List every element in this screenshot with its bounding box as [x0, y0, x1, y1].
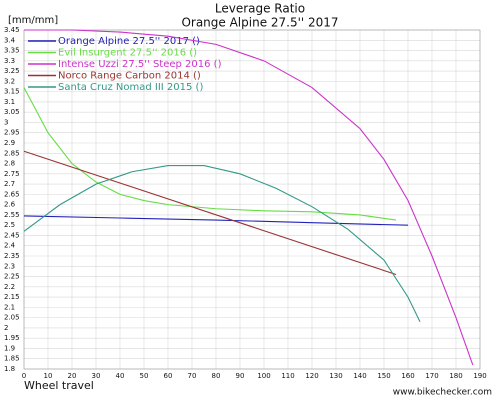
- legend-label: Santa Cruz Nomad III 2015 (): [58, 82, 203, 93]
- legend-label: Orange Alpine 27.5'' 2017 (): [58, 36, 200, 47]
- y-tick-label: 3.1: [4, 98, 15, 106]
- y-tick-label: 3.3: [4, 57, 15, 65]
- y-tick-label: 3.45: [4, 26, 20, 34]
- x-tick-label: 130: [329, 372, 342, 380]
- series-line: [24, 29, 474, 366]
- x-tick-label: 170: [425, 372, 438, 380]
- y-tick-label: 2.1: [4, 303, 15, 311]
- y-tick-label: 2.2: [4, 283, 15, 291]
- x-tick-label: 150: [377, 372, 390, 380]
- y-tick-label: 2.55: [4, 211, 20, 219]
- y-tick-label: 1.85: [4, 355, 20, 363]
- y-tick-label: 1.95: [4, 334, 20, 342]
- series-line: [23, 150, 397, 276]
- series-line: [23, 87, 397, 221]
- y-tick-label: 2.4: [4, 242, 16, 250]
- x-tick-label: 160: [401, 372, 414, 380]
- y-tick-label: 2.65: [4, 190, 20, 198]
- x-tick-label: 190: [473, 372, 486, 380]
- x-tick-label: 80: [212, 372, 221, 380]
- x-tick-label: 0: [22, 372, 26, 380]
- y-tick-label: 2.45: [4, 231, 20, 239]
- x-tick-label: 140: [353, 372, 366, 380]
- x-tick-label: 120: [305, 372, 318, 380]
- y-tick-label: 2.9: [4, 139, 15, 147]
- series-line: [23, 215, 409, 226]
- y-tick-label: 2.15: [4, 293, 20, 301]
- y-tick-label: 3.35: [4, 47, 20, 55]
- y-tick-label: 3.25: [4, 67, 20, 75]
- x-tick-label: 110: [281, 372, 294, 380]
- y-tick-label: 3.4: [4, 36, 16, 44]
- x-tick-label: 70: [188, 372, 197, 380]
- x-axis-label: Wheel travel: [24, 379, 94, 392]
- y-tick-label: 2.35: [4, 252, 20, 260]
- x-tick-label: 50: [140, 372, 149, 380]
- y-tick-label: 2.95: [4, 129, 20, 137]
- y-tick-label: 1.8: [4, 365, 15, 373]
- y-tick-label: 2.75: [4, 170, 20, 178]
- chart-subtitle: Orange Alpine 27.5'' 2017: [181, 16, 338, 30]
- y-tick-label: 3.05: [4, 108, 20, 116]
- y-tick-label: 3.15: [4, 88, 20, 96]
- x-tick-label: 90: [236, 372, 245, 380]
- x-tick-label: 10: [44, 372, 53, 380]
- y-tick-label: 3: [4, 118, 8, 126]
- y-tick-label: 2.8: [4, 160, 15, 168]
- x-tick-label: 40: [116, 372, 125, 380]
- legend-label: Intense Uzzi 27.5'' Steep 2016 (): [58, 59, 222, 70]
- y-tick-label: 3.2: [4, 77, 15, 85]
- y-tick-label: 2.6: [4, 201, 16, 209]
- legend-label: Evil Insurgent 27.5'' 2016 (): [58, 48, 197, 59]
- x-tick-label: 60: [164, 372, 173, 380]
- y-tick-label: 2.85: [4, 149, 20, 157]
- chart-title: Leverage Ratio: [215, 2, 305, 16]
- y-tick-label: 1.9: [4, 344, 15, 352]
- watermark: www.bikechecker.com: [393, 388, 492, 398]
- x-tick-label: 100: [257, 372, 270, 380]
- y-tick-label: 2.5: [4, 221, 15, 229]
- x-tick-label: 20: [68, 372, 77, 380]
- x-tick-label: 30: [92, 372, 101, 380]
- y-tick-label: 2.25: [4, 273, 20, 281]
- y-tick-label: 2.7: [4, 180, 15, 188]
- y-axis-label: [mm/mm]: [8, 15, 58, 26]
- x-tick-label: 180: [449, 372, 462, 380]
- plot-frame: [23, 29, 481, 370]
- legend-label: Norco Range Carbon 2014 (): [58, 71, 201, 82]
- y-tick-label: 2.05: [4, 314, 20, 322]
- series-line: [23, 165, 421, 322]
- y-tick-label: 2.3: [4, 262, 15, 270]
- y-tick-label: 2: [4, 324, 8, 332]
